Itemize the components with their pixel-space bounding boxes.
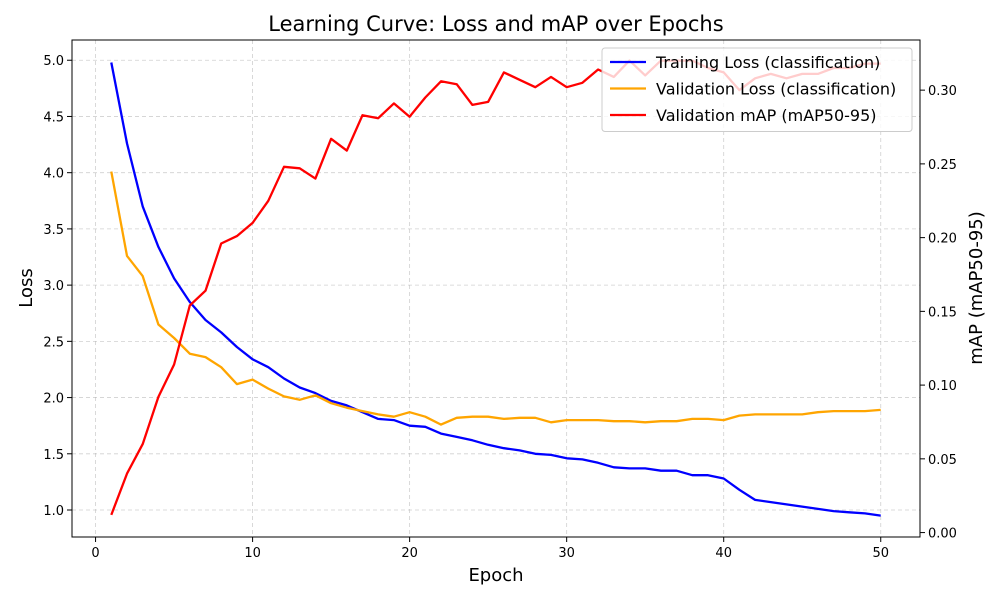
plot-frame: [71, 39, 921, 538]
x-tick-label: 50: [872, 546, 889, 561]
y-tick-label: 2.5: [43, 335, 64, 350]
y2-tick-label: 0.25: [928, 158, 957, 173]
legend-label: Validation mAP (mAP50-95): [656, 106, 877, 125]
grid: [72, 40, 920, 537]
y-tick-label: 1.0: [43, 504, 64, 519]
y-tick-label: 2.0: [43, 392, 64, 407]
x-axis-label: Epoch: [468, 565, 523, 586]
x-tick-label: 0: [91, 546, 99, 561]
x-tick-label: 40: [715, 546, 732, 561]
y-tick-label: 4.5: [43, 110, 64, 125]
y2-tick-label: 0.20: [928, 232, 957, 247]
x-tick-label: 30: [558, 546, 575, 561]
y-tick-label: 3.0: [43, 279, 64, 294]
y2-tick-label: 0.00: [928, 527, 957, 542]
chart-title: Learning Curve: Loss and mAP over Epochs: [268, 12, 723, 36]
legend-label: Validation Loss (classification): [656, 80, 896, 99]
legend-label: Training Loss (classification): [655, 53, 880, 72]
y-tick-label: 5.0: [43, 54, 64, 69]
series-line-1: [110, 62, 881, 517]
y2-tick-label: 0.10: [928, 379, 957, 394]
y2-axis-label: mAP (mAP50-95): [966, 211, 987, 364]
y2-tick-label: 0.05: [928, 453, 957, 468]
y-tick-label: 3.5: [43, 223, 64, 238]
series-line-2: [110, 171, 881, 426]
x-tick-label: 20: [401, 546, 418, 561]
y-tick-label: 4.0: [43, 167, 64, 182]
x-axis: 0 10 20 30 40 50: [91, 537, 889, 561]
legend-box: [601, 47, 913, 132]
y-axis-label: Loss: [16, 268, 37, 307]
legend: Training Loss (classification) Validation…: [601, 47, 913, 132]
y-axis-right: 0.00 0.05 0.10 0.15 0.20 0.25 0.30: [920, 84, 957, 542]
y-axis-left: 1.0 1.5 2.0 2.5 3.0 3.5 4.0 4.5 5.0: [43, 54, 72, 519]
x-tick-label: 10: [244, 546, 261, 561]
y2-tick-label: 0.30: [928, 84, 957, 99]
y2-tick-label: 0.15: [928, 305, 957, 320]
y-tick-label: 1.5: [43, 448, 64, 463]
